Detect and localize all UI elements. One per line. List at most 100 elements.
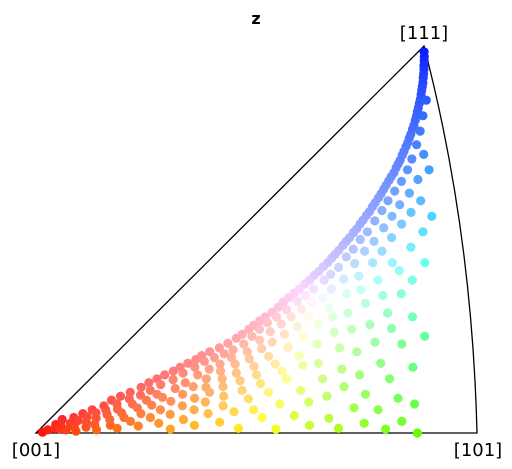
- data-point: [249, 361, 259, 371]
- data-point: [379, 223, 389, 233]
- data-point: [145, 385, 155, 395]
- data-point: [378, 291, 388, 301]
- data-point: [406, 242, 416, 252]
- data-point: [147, 400, 157, 410]
- data-point: [247, 331, 257, 341]
- data-point: [277, 366, 287, 376]
- data-point: [156, 380, 166, 390]
- data-point: [233, 423, 243, 433]
- data-point: [313, 358, 323, 368]
- data-point: [237, 385, 247, 395]
- data-point: [369, 236, 379, 246]
- data-point: [262, 318, 272, 328]
- data-point: [271, 424, 281, 434]
- data-point: [154, 418, 164, 428]
- data-point: [283, 342, 293, 352]
- data-point: [112, 423, 122, 433]
- data-point: [359, 418, 369, 428]
- data-point: [254, 324, 265, 334]
- data-point: [296, 385, 306, 395]
- data-point: [334, 262, 344, 272]
- data-point: [376, 358, 386, 368]
- data-point: [415, 126, 425, 136]
- data-point: [307, 297, 317, 307]
- data-point: [91, 425, 102, 435]
- data-point: [355, 370, 365, 380]
- data-point: [385, 374, 395, 384]
- data-point: [397, 219, 407, 229]
- data-point: [339, 382, 349, 392]
- data-point: [257, 344, 267, 354]
- data-point: [304, 312, 314, 322]
- data-point: [251, 370, 262, 380]
- data-point: [193, 370, 203, 380]
- data-point: [201, 374, 211, 384]
- data-point: [257, 412, 267, 423]
- data-point: [199, 356, 209, 366]
- corner-label-001: [001]: [12, 440, 60, 461]
- data-point: [136, 409, 146, 419]
- data-point: [144, 378, 154, 388]
- data-point: [229, 407, 239, 417]
- data-point: [402, 165, 413, 175]
- data-point: [377, 246, 387, 256]
- data-point: [289, 411, 299, 421]
- data-point: [178, 389, 188, 399]
- data-point: [237, 329, 247, 339]
- data-point: [397, 339, 407, 349]
- data-point: [165, 409, 175, 419]
- data-point: [360, 298, 371, 308]
- data-point: [133, 421, 143, 431]
- data-point: [255, 335, 265, 345]
- data-point: [286, 312, 296, 322]
- data-point: [383, 308, 393, 318]
- data-point: [390, 186, 400, 196]
- data-point: [235, 376, 245, 386]
- data-point: [418, 111, 428, 121]
- data-point: [242, 347, 252, 357]
- data-point: [339, 274, 349, 284]
- data-point: [381, 424, 391, 434]
- data-point: [362, 227, 372, 237]
- data-point: [347, 324, 357, 334]
- data-point: [215, 359, 225, 369]
- data-point: [190, 362, 200, 372]
- data-point: [421, 95, 431, 105]
- data-point: [308, 284, 319, 294]
- data-point: [177, 401, 187, 411]
- data-point: [292, 322, 303, 332]
- data-point: [318, 293, 328, 303]
- data-point: [373, 275, 383, 285]
- data-point: [204, 364, 214, 374]
- data-point: [228, 345, 238, 355]
- data-point: [394, 265, 404, 276]
- data-point: [412, 428, 422, 438]
- data-point: [387, 233, 397, 243]
- data-point: [265, 327, 275, 337]
- data-point: [279, 329, 289, 339]
- data-point: [370, 216, 380, 226]
- data-point: [350, 258, 360, 269]
- data-point: [217, 374, 227, 384]
- data-point: [61, 425, 71, 435]
- data-point: [393, 393, 403, 403]
- data-point: [298, 332, 308, 342]
- data-point: [300, 291, 310, 301]
- data-point: [160, 370, 170, 380]
- data-point: [396, 289, 406, 299]
- corner-label-101: [101]: [454, 440, 502, 461]
- data-point: [239, 339, 249, 349]
- data-point: [296, 304, 306, 314]
- data-point: [341, 252, 351, 262]
- data-point: [298, 360, 308, 370]
- data-point: [348, 244, 358, 254]
- data-point: [413, 174, 423, 185]
- data-point: [407, 312, 418, 322]
- standard-triangle-outline: [34, 44, 478, 434]
- data-point: [218, 382, 228, 392]
- chart-title: z: [251, 9, 260, 28]
- data-point: [157, 392, 168, 402]
- data-point: [125, 416, 136, 426]
- data-point: [215, 417, 225, 427]
- data-point: [404, 188, 414, 198]
